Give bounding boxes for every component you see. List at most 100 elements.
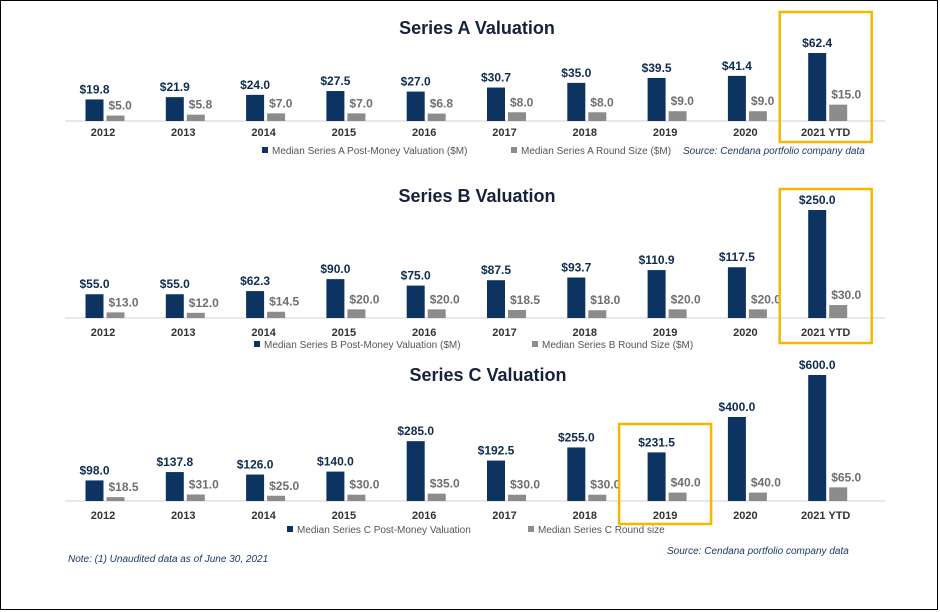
x-tick-label: 2021 YTD xyxy=(801,510,850,522)
data-label-valuation: $126.0 xyxy=(237,458,274,472)
bar-round-size xyxy=(588,112,607,121)
bar-valuation xyxy=(326,471,345,501)
bar-valuation xyxy=(246,94,265,121)
bar-valuation xyxy=(647,270,666,318)
data-label-round-size: $25.0 xyxy=(269,479,299,493)
data-label-round-size: $20.0 xyxy=(349,292,379,306)
bar-round-size xyxy=(588,310,607,318)
data-label-round-size: $30.0 xyxy=(349,478,379,492)
bar-round-size xyxy=(267,311,286,318)
bar-round-size xyxy=(829,104,848,121)
bar-round-size xyxy=(668,111,687,121)
data-label-round-size: $8.0 xyxy=(510,95,534,109)
x-tick-label: 2020 xyxy=(733,127,757,139)
bar-round-size xyxy=(347,309,366,318)
legend-swatch-valuation xyxy=(287,526,293,532)
bar-valuation xyxy=(487,87,505,121)
bar-round-size xyxy=(748,492,767,501)
data-label-valuation: $98.0 xyxy=(79,463,109,477)
bar-round-size xyxy=(748,309,767,318)
bar-valuation xyxy=(246,291,265,318)
data-label-valuation: $62.3 xyxy=(240,274,270,288)
bar-valuation xyxy=(165,472,184,501)
x-tick-label: 2019 xyxy=(653,127,677,139)
bar-valuation xyxy=(808,375,827,501)
data-label-valuation: $55.0 xyxy=(160,277,190,291)
data-label-round-size: $31.0 xyxy=(189,477,219,491)
bar-valuation xyxy=(406,91,425,121)
x-tick-label: 2015 xyxy=(332,510,356,522)
bar-round-size xyxy=(427,493,446,501)
x-tick-label: 2013 xyxy=(171,327,195,339)
bar-round-size xyxy=(267,495,286,501)
series-c-source: Source: Cendana portfolio company data xyxy=(667,546,849,557)
x-tick-label: 2018 xyxy=(573,127,597,139)
data-label-round-size: $7.0 xyxy=(269,96,293,110)
bar-round-size xyxy=(106,312,125,318)
data-label-round-size: $65.0 xyxy=(831,470,861,484)
bar-round-size xyxy=(748,111,767,121)
data-label-valuation: $27.0 xyxy=(401,75,431,89)
bar-valuation xyxy=(727,267,746,318)
data-label-round-size: $18.5 xyxy=(510,293,540,307)
data-label-round-size: $35.0 xyxy=(430,477,460,491)
data-label-valuation: $140.0 xyxy=(317,455,354,469)
bar-valuation xyxy=(487,280,505,318)
data-label-valuation: $90.0 xyxy=(320,262,350,276)
x-tick-label: 2017 xyxy=(492,510,516,522)
bar-round-size xyxy=(829,305,848,318)
x-tick-label: 2012 xyxy=(91,327,115,339)
data-label-valuation: $87.5 xyxy=(481,263,511,277)
data-label-round-size: $30.0 xyxy=(510,478,540,492)
x-tick-label: 2020 xyxy=(733,327,757,339)
series-a-source: Source: Cendana portfolio company data xyxy=(683,146,865,157)
x-tick-label: 2021 YTD xyxy=(801,127,850,139)
data-label-round-size: $40.0 xyxy=(751,476,781,490)
data-label-valuation: $255.0 xyxy=(558,430,595,444)
bar-round-size xyxy=(829,487,848,501)
x-tick-label: 2012 xyxy=(91,510,115,522)
data-label-round-size: $18.0 xyxy=(590,293,620,307)
data-label-valuation: $39.5 xyxy=(642,61,672,75)
series-b-legend: Median Series B Post-Money Valuation ($M… xyxy=(254,340,693,351)
x-tick-label: 2017 xyxy=(492,127,516,139)
data-label-valuation: $24.0 xyxy=(240,78,270,92)
bar-round-size xyxy=(106,497,125,501)
data-label-valuation: $30.7 xyxy=(481,71,511,85)
legend-label-valuation: Median Series B Post-Money Valuation ($M… xyxy=(264,340,461,351)
bar-valuation xyxy=(727,75,746,121)
data-label-round-size: $6.8 xyxy=(430,97,454,111)
data-label-valuation: $600.0 xyxy=(799,358,836,372)
data-label-round-size: $5.0 xyxy=(109,99,133,113)
data-label-round-size: $14.5 xyxy=(269,295,299,309)
x-tick-label: 2016 xyxy=(412,510,436,522)
bar-valuation xyxy=(727,417,746,501)
bar-valuation xyxy=(567,277,586,318)
data-label-valuation: $400.0 xyxy=(719,400,756,414)
data-label-valuation: $192.5 xyxy=(478,444,515,458)
data-label-round-size: $13.0 xyxy=(109,295,139,309)
bar-round-size xyxy=(588,494,607,501)
data-label-valuation: $231.5 xyxy=(638,435,675,449)
legend-label-valuation: Median Series A Post-Money Valuation ($M… xyxy=(272,146,467,157)
x-tick-label: 2015 xyxy=(332,327,356,339)
data-label-valuation: $93.7 xyxy=(561,261,591,275)
bar-valuation xyxy=(647,77,666,121)
legend-label-round: Median Series C Round size xyxy=(538,525,665,536)
bar-valuation xyxy=(165,294,184,318)
data-label-round-size: $12.0 xyxy=(189,296,219,310)
series-c-legend: Median Series C Post-Money Valuation Med… xyxy=(287,525,665,536)
bar-round-size xyxy=(347,494,366,501)
series-b-title: Series B Valuation xyxy=(398,186,555,206)
data-label-round-size: $30.0 xyxy=(590,478,620,492)
data-label-round-size: $18.5 xyxy=(109,480,139,494)
data-label-valuation: $55.0 xyxy=(79,277,109,291)
x-tick-label: 2013 xyxy=(171,510,195,522)
data-label-round-size: $8.0 xyxy=(590,95,614,109)
highlight-box xyxy=(778,187,873,345)
x-tick-label: 2019 xyxy=(653,510,677,522)
data-label-valuation: $35.0 xyxy=(561,66,591,80)
bar-valuation xyxy=(808,210,827,318)
